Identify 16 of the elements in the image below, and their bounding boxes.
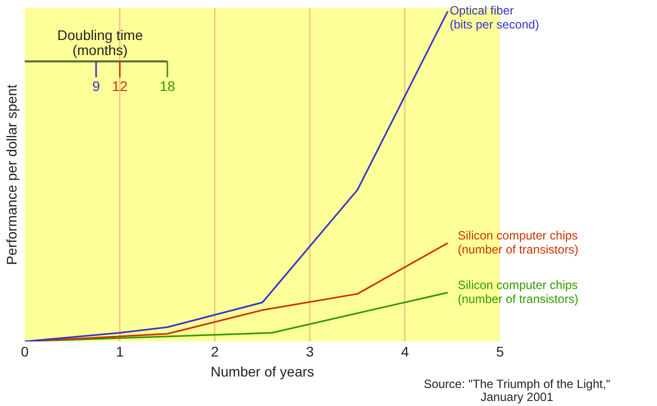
series-label: Silicon computer chips (number of transistors)	[458, 278, 578, 306]
source-note: Source: "The Triumph of the Light," January 2001	[422, 377, 612, 404]
annotation: 12	[112, 78, 128, 94]
series-label: Silicon computer chips (number of transistors)	[458, 228, 578, 256]
annotation: 18	[160, 78, 176, 94]
x-tick-label: 3	[306, 344, 314, 360]
annotation: 9	[92, 78, 100, 94]
x-tick-label: 2	[210, 344, 219, 360]
annotation: Doubling time (months)	[57, 27, 144, 58]
x-axis-title: Number of years	[210, 363, 314, 380]
x-tick-label: 4	[401, 344, 410, 360]
series-label: Optical fiber (bits per second)	[450, 3, 540, 32]
y-axis-title: Performance per dollar spent	[3, 84, 20, 265]
x-tick-label: 5	[496, 344, 504, 360]
x-tick-label: 1	[116, 344, 124, 360]
x-tick-label: 0	[20, 344, 29, 360]
